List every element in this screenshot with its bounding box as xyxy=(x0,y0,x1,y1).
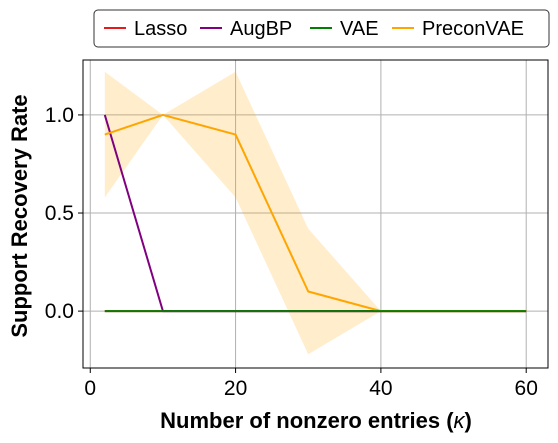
x-tick-label: 0 xyxy=(84,377,96,400)
series-lines xyxy=(103,113,527,313)
y-tick-label: 0.0 xyxy=(45,300,74,323)
y-axis-ticks: 0.0 0.5 1.0 xyxy=(45,104,83,323)
x-tick-label: 40 xyxy=(369,377,392,400)
confidence-band xyxy=(104,71,527,355)
legend-label: AugBP xyxy=(230,18,292,40)
x-tick-label: 20 xyxy=(224,377,247,400)
y-tick-label: 0.5 xyxy=(45,202,74,225)
confidence-bands xyxy=(104,71,527,355)
legend-label: VAE xyxy=(340,18,379,40)
legend-label: PreconVAE xyxy=(422,18,524,40)
x-tick-label: 60 xyxy=(515,377,538,400)
legend-label: Lasso xyxy=(134,18,187,40)
legend: Lasso AugBP VAE PreconVAE xyxy=(93,9,550,48)
y-tick-label: 1.0 xyxy=(45,104,74,127)
x-axis-label: Number of nonzero entries (κ) xyxy=(160,408,472,433)
y-axis-label: Support Recovery Rate xyxy=(7,94,32,337)
x-axis-ticks: 0 20 40 60 xyxy=(84,368,538,400)
plot-frame xyxy=(82,59,549,369)
